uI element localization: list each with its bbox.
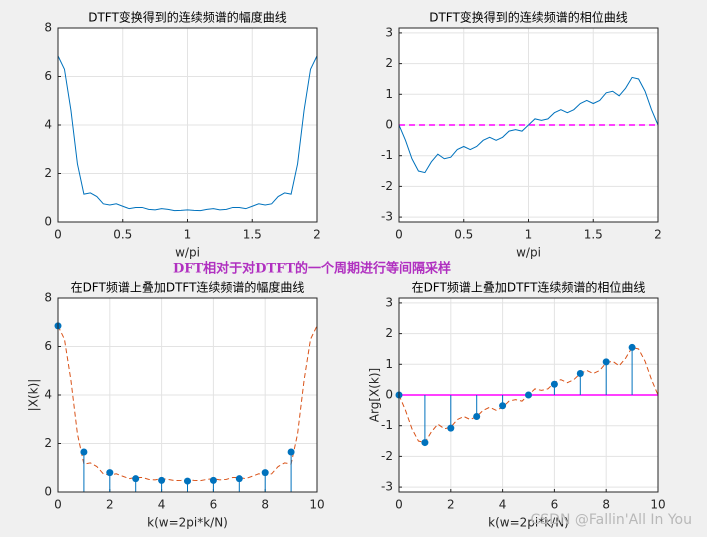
y-tick-label: 0 — [44, 215, 52, 229]
axes-box — [57, 27, 318, 223]
x-tick-label: 2 — [654, 228, 662, 242]
stem-marker — [602, 358, 610, 366]
x-tick-label: 0.5 — [113, 228, 132, 242]
axes-box — [57, 297, 318, 493]
y-tick-label: -1 — [381, 418, 393, 432]
x-tick-label: 6 — [551, 498, 559, 512]
x-tick-label: 1.5 — [243, 228, 262, 242]
x-tick-label: 2 — [313, 228, 321, 242]
stem-marker — [184, 477, 191, 485]
stem-marker — [158, 476, 166, 484]
y-tick-label: 6 — [44, 339, 52, 353]
y-tick-label: -3 — [381, 210, 393, 224]
axes-box — [398, 27, 659, 223]
x-tick-label: 6 — [210, 498, 218, 512]
y-tick-label: 2 — [385, 56, 393, 70]
stem-marker — [261, 469, 269, 477]
x-tick-label: 8 — [602, 498, 610, 512]
y-tick-label: 2 — [44, 166, 52, 180]
y-tick-label: 0 — [44, 485, 52, 499]
y-tick-label: 1 — [385, 87, 393, 101]
axes-title: 在DFT频谱上叠加DTFT连续频谱的幅度曲线 — [71, 280, 305, 295]
stem-marker — [550, 380, 558, 388]
x-tick-label: 0 — [54, 228, 62, 242]
axes-title: DTFT变换得到的连续频谱的幅度曲线 — [88, 10, 287, 25]
stem-marker — [287, 448, 295, 456]
stem-marker — [628, 343, 636, 351]
x-tick-label: 4 — [158, 498, 166, 512]
x-tick-label: 1 — [184, 228, 192, 242]
y-tick-label: 3 — [385, 295, 393, 309]
x-tick-label: 10 — [650, 498, 665, 512]
stem-marker — [525, 391, 532, 399]
y-tick-label: 2 — [44, 436, 52, 450]
y-tick-label: 6 — [44, 69, 52, 83]
x-tick-label: 0 — [395, 498, 403, 512]
stem-marker — [499, 402, 507, 410]
y-tick-label: 8 — [44, 291, 52, 305]
axes-title: DTFT变换得到的连续频谱的相位曲线 — [429, 10, 628, 25]
y-tick-label: -2 — [381, 179, 393, 193]
x-tick-label: 0 — [54, 498, 62, 512]
y-axis-label: |X(k)| — [27, 379, 41, 412]
stem-marker — [132, 475, 140, 483]
stem-marker — [473, 412, 481, 420]
stem-marker — [209, 476, 217, 484]
x-axis-label: w/pi — [516, 246, 541, 260]
stem-marker — [576, 370, 584, 378]
x-tick-label: 0.5 — [454, 228, 473, 242]
y-tick-label: 4 — [44, 118, 52, 132]
y-tick-label: 4 — [44, 388, 52, 402]
y-tick-label: 0 — [385, 118, 393, 132]
x-tick-label: 8 — [261, 498, 269, 512]
x-tick-label: 0 — [395, 228, 403, 242]
curve — [398, 76, 659, 174]
x-axis-label: k(w=2pi*k/N) — [147, 516, 228, 530]
y-axis-label: Arg[X(k)] — [368, 368, 382, 422]
stem-marker — [80, 448, 88, 456]
curve — [57, 55, 318, 212]
stem-marker — [421, 439, 429, 447]
annotation: DFT相对于对DTFT的一个周期进行等间隔采样 — [173, 261, 451, 277]
y-tick-label: 8 — [44, 21, 52, 35]
stem-marker — [106, 469, 114, 477]
y-tick-label: 1 — [385, 357, 393, 371]
x-tick-label: 10 — [309, 498, 324, 512]
y-tick-label: -2 — [381, 449, 393, 463]
stem-marker — [235, 475, 243, 483]
x-tick-label: 2 — [106, 498, 114, 512]
x-tick-label: 1 — [525, 228, 533, 242]
y-tick-label: -3 — [381, 480, 393, 494]
x-tick-label: 1.5 — [584, 228, 603, 242]
x-tick-label: 4 — [499, 498, 507, 512]
x-axis-label: k(w=2pi*k/N) — [488, 516, 569, 530]
y-tick-label: 3 — [385, 25, 393, 39]
y-tick-label: 2 — [385, 326, 393, 340]
axes-title: 在DFT频谱上叠加DTFT连续频谱的相位曲线 — [412, 280, 646, 295]
x-axis-label: w/pi — [175, 246, 200, 260]
x-tick-label: 2 — [447, 498, 455, 512]
y-tick-label: 0 — [385, 388, 393, 402]
watermark: CSDN @Fallin'All In You — [531, 512, 693, 528]
axes-box — [398, 297, 659, 493]
stem-marker — [447, 424, 455, 432]
y-tick-label: -1 — [381, 148, 393, 162]
